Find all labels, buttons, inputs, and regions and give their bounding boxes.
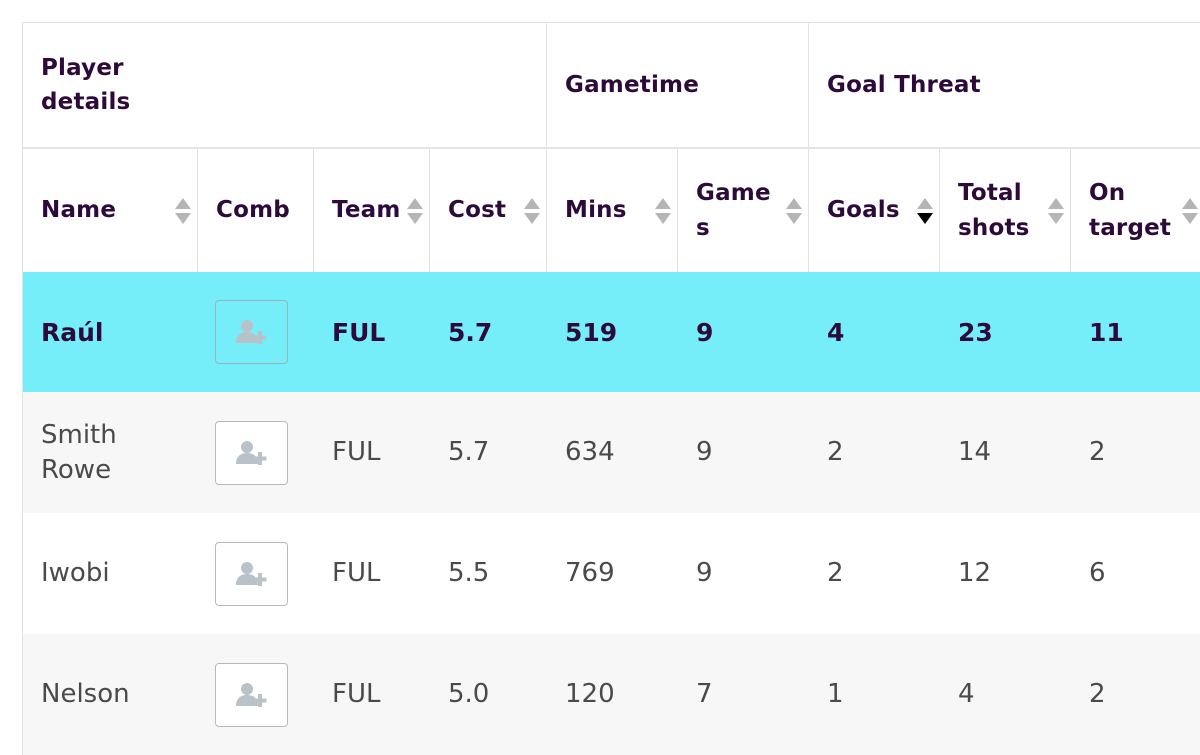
add-user-icon [235, 440, 266, 465]
cell-name: Iwobi [41, 558, 110, 588]
column-header-on-target-label: On target [1089, 179, 1172, 241]
cell-total-shots: 12 [958, 558, 992, 588]
cell-games: 7 [696, 679, 713, 709]
compare-player-button[interactable] [215, 420, 288, 485]
cell-total-shots: 4 [958, 679, 975, 709]
cell-comb [198, 662, 314, 727]
column-header-team[interactable]: Team [314, 149, 430, 272]
cell-team: FUL [332, 679, 381, 709]
table-body: Raúl FUL 5.7 519 9 4 23 11 Smith Rowe FUL 5.7 634 9 2… [23, 272, 1200, 755]
column-header-row: Name Comb Team Cost Mins Game s Goals To… [23, 148, 1200, 272]
cell-team: FUL [332, 558, 381, 588]
column-header-mins-label: Mins [565, 197, 627, 223]
cell-comb [198, 541, 314, 606]
cell-comb [198, 300, 314, 364]
cell-goals: 2 [827, 558, 844, 588]
group-header-player-details: Player details [23, 23, 547, 148]
compare-player-button[interactable] [215, 541, 288, 606]
group-header-player-details-label: Player details [41, 55, 131, 115]
column-header-total-shots-label: Total shots [958, 179, 1030, 241]
column-header-mins[interactable]: Mins [547, 149, 678, 272]
cell-goals: 2 [827, 437, 844, 467]
cell-games: 9 [696, 558, 713, 588]
cell-total-shots: 23 [958, 317, 993, 347]
column-header-cost[interactable]: Cost [430, 149, 547, 272]
column-header-name-label: Name [41, 197, 117, 223]
cell-cost: 5.5 [448, 558, 490, 588]
cell-mins: 634 [565, 437, 615, 467]
add-user-icon [235, 320, 266, 344]
column-header-team-label: Team [332, 197, 401, 223]
table-row[interactable]: Smith Rowe FUL 5.7 634 9 2 14 2 [23, 392, 1200, 513]
compare-player-button[interactable] [215, 662, 288, 727]
cell-mins: 519 [565, 317, 618, 347]
cell-name: Nelson [41, 679, 130, 709]
group-header-row: Player details Gametime Goal Threat [23, 22, 1200, 148]
cell-on-target: 2 [1089, 679, 1106, 709]
cell-on-target: 2 [1089, 437, 1106, 467]
cell-name: Raúl [41, 317, 104, 347]
column-header-cost-label: Cost [448, 197, 507, 223]
cell-cost: 5.7 [448, 437, 490, 467]
cell-team: FUL [332, 437, 381, 467]
add-user-icon [235, 561, 266, 586]
group-header-gametime-label: Gametime [565, 72, 700, 98]
column-header-on-target[interactable]: On target [1071, 149, 1200, 272]
sort-arrows-icon[interactable] [407, 197, 423, 225]
cell-goals: 1 [827, 679, 844, 709]
group-header-goal-threat: Goal Threat [809, 23, 1200, 148]
column-header-name[interactable]: Name [23, 149, 198, 272]
column-header-games-label: Game s [696, 179, 771, 241]
table-row[interactable]: Nelson FUL 5.0 120 7 1 4 2 [23, 634, 1200, 755]
column-header-games[interactable]: Game s [678, 149, 809, 272]
column-header-comb-label: Comb [216, 197, 290, 223]
table-row[interactable]: Iwobi FUL 5.5 769 9 2 12 6 [23, 513, 1200, 634]
sort-arrows-icon[interactable] [524, 197, 540, 225]
cell-cost: 5.7 [448, 317, 493, 347]
group-header-gametime: Gametime [547, 23, 809, 148]
column-header-goals-label: Goals [827, 197, 900, 223]
cell-total-shots: 14 [958, 437, 992, 467]
sort-arrows-icon[interactable] [917, 197, 933, 225]
cell-comb [198, 420, 314, 485]
cell-games: 9 [696, 437, 713, 467]
cell-cost: 5.0 [448, 679, 490, 709]
group-header-goal-threat-label: Goal Threat [827, 72, 981, 98]
table-row[interactable]: Raúl FUL 5.7 519 9 4 23 11 [23, 272, 1200, 392]
sort-arrows-icon[interactable] [1182, 197, 1198, 225]
cell-goals: 4 [827, 317, 845, 347]
column-header-comb: Comb [198, 149, 314, 272]
sort-arrows-icon[interactable] [175, 197, 191, 225]
sort-arrows-icon[interactable] [786, 197, 802, 225]
cell-on-target: 11 [1089, 317, 1124, 347]
compare-player-button[interactable] [215, 300, 288, 364]
cell-name: Smith Rowe [41, 419, 117, 485]
cell-games: 9 [696, 317, 714, 347]
sort-arrows-icon[interactable] [655, 197, 671, 225]
player-stats-table: Player details Gametime Goal Threat Name… [22, 22, 1200, 755]
cell-mins: 769 [565, 558, 615, 588]
cell-on-target: 6 [1089, 558, 1106, 588]
column-header-total-shots[interactable]: Total shots [940, 149, 1071, 272]
cell-team: FUL [332, 317, 386, 347]
sort-arrows-icon[interactable] [1048, 197, 1064, 225]
cell-mins: 120 [565, 679, 615, 709]
column-header-goals[interactable]: Goals [809, 149, 940, 272]
add-user-icon [235, 682, 266, 707]
